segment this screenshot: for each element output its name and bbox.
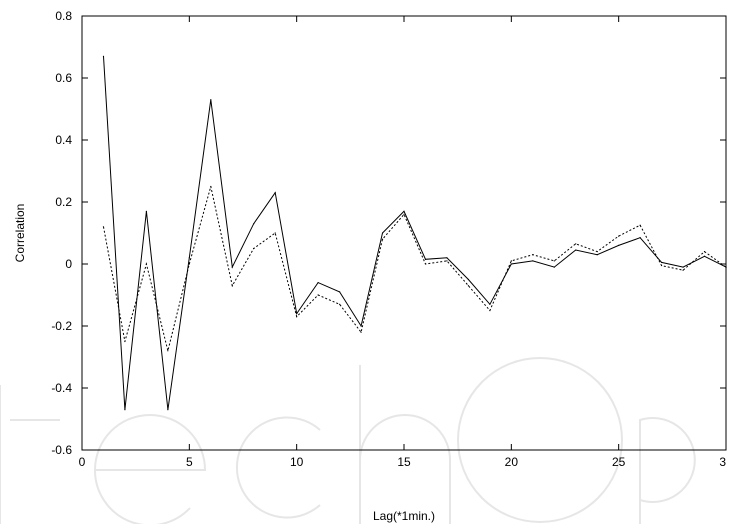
data-point [682,269,684,271]
series-group [102,55,727,411]
y-axis-label: Correlation [13,204,27,263]
data-point [446,260,448,262]
y-tick-label: 0.8 [55,9,72,23]
data-point [210,185,212,188]
data-point [210,99,212,101]
data-point [618,235,620,237]
data-point [145,263,147,265]
data-point [467,285,469,287]
data-point [661,261,663,264]
data-point [317,294,319,296]
data-point [167,409,169,411]
data-point [188,257,190,259]
data-point [510,263,512,265]
plot-frame [81,15,727,451]
watermark-logo [0,357,696,524]
y-tick-label: 0.2 [55,195,72,209]
data-point [124,340,126,343]
data-point [553,260,555,262]
axes: 0 5 10 15 20 25 3 -0.6 -0.4 -0.2 0 0.2 0.4 0.6 0.8 [51,9,727,469]
x-tick-label: 25 [612,455,626,469]
data-point [532,254,534,256]
data-point [339,291,341,293]
data-point [596,251,598,253]
data-point [424,258,427,260]
data-point [575,249,577,251]
series-line-solid [103,56,727,410]
watermark-stroke [0,385,60,524]
data-point [618,244,620,246]
data-point [253,223,255,225]
watermark-stroke [236,416,321,519]
data-point [274,192,276,194]
watermark-stroke [639,417,696,524]
data-point [296,316,298,318]
x-tick-label: 3 [719,455,726,469]
data-point [381,238,384,240]
data-point [725,266,727,268]
data-point [188,263,190,265]
data-point [575,243,577,245]
data-point [167,350,169,352]
data-point [661,264,663,267]
axis-labels: Lag(*1min.) Correlation [13,204,435,523]
data-point [381,232,384,234]
data-point [274,232,276,234]
data-point [145,210,147,212]
data-point [446,257,448,259]
data-point [532,260,534,262]
data-point [231,285,233,287]
data-point [253,247,255,250]
watermark-stroke [359,365,451,524]
y-tick-label: -0.6 [51,443,72,457]
data-point [553,266,555,268]
data-point [124,409,126,411]
data-point [403,210,405,212]
data-point [424,263,427,265]
data-point [703,255,706,257]
series-line-dotted [103,186,727,351]
y-tick-label: -0.2 [51,319,72,333]
y-tick-label: 0.6 [55,71,72,85]
data-point [102,55,105,57]
data-point [489,309,491,312]
data-point [489,303,491,305]
watermark-stroke [93,414,207,524]
data-point [639,224,641,226]
data-point [403,213,405,215]
data-point [639,237,641,239]
data-point [102,226,105,228]
x-tick-label: 15 [397,455,411,469]
data-point [317,282,319,284]
x-axis-label: Lag(*1min.) [373,509,435,523]
y-tick-label: -0.4 [51,381,72,395]
data-point [682,266,684,268]
data-point [231,266,233,268]
y-tick-label: 0.4 [55,133,72,147]
watermark-stroke [457,357,623,523]
x-tick-label: 10 [290,455,304,469]
data-point [510,260,512,262]
x-tick-label: 20 [505,455,519,469]
x-tick-label: 5 [186,455,193,469]
data-point [360,325,362,327]
data-point [360,331,362,333]
data-point [339,303,341,305]
data-point [596,254,598,256]
data-point [467,278,469,281]
y-tick-label: 0 [65,257,72,271]
data-point [703,251,706,253]
x-tick-label: 0 [79,455,86,469]
data-point [296,313,298,315]
